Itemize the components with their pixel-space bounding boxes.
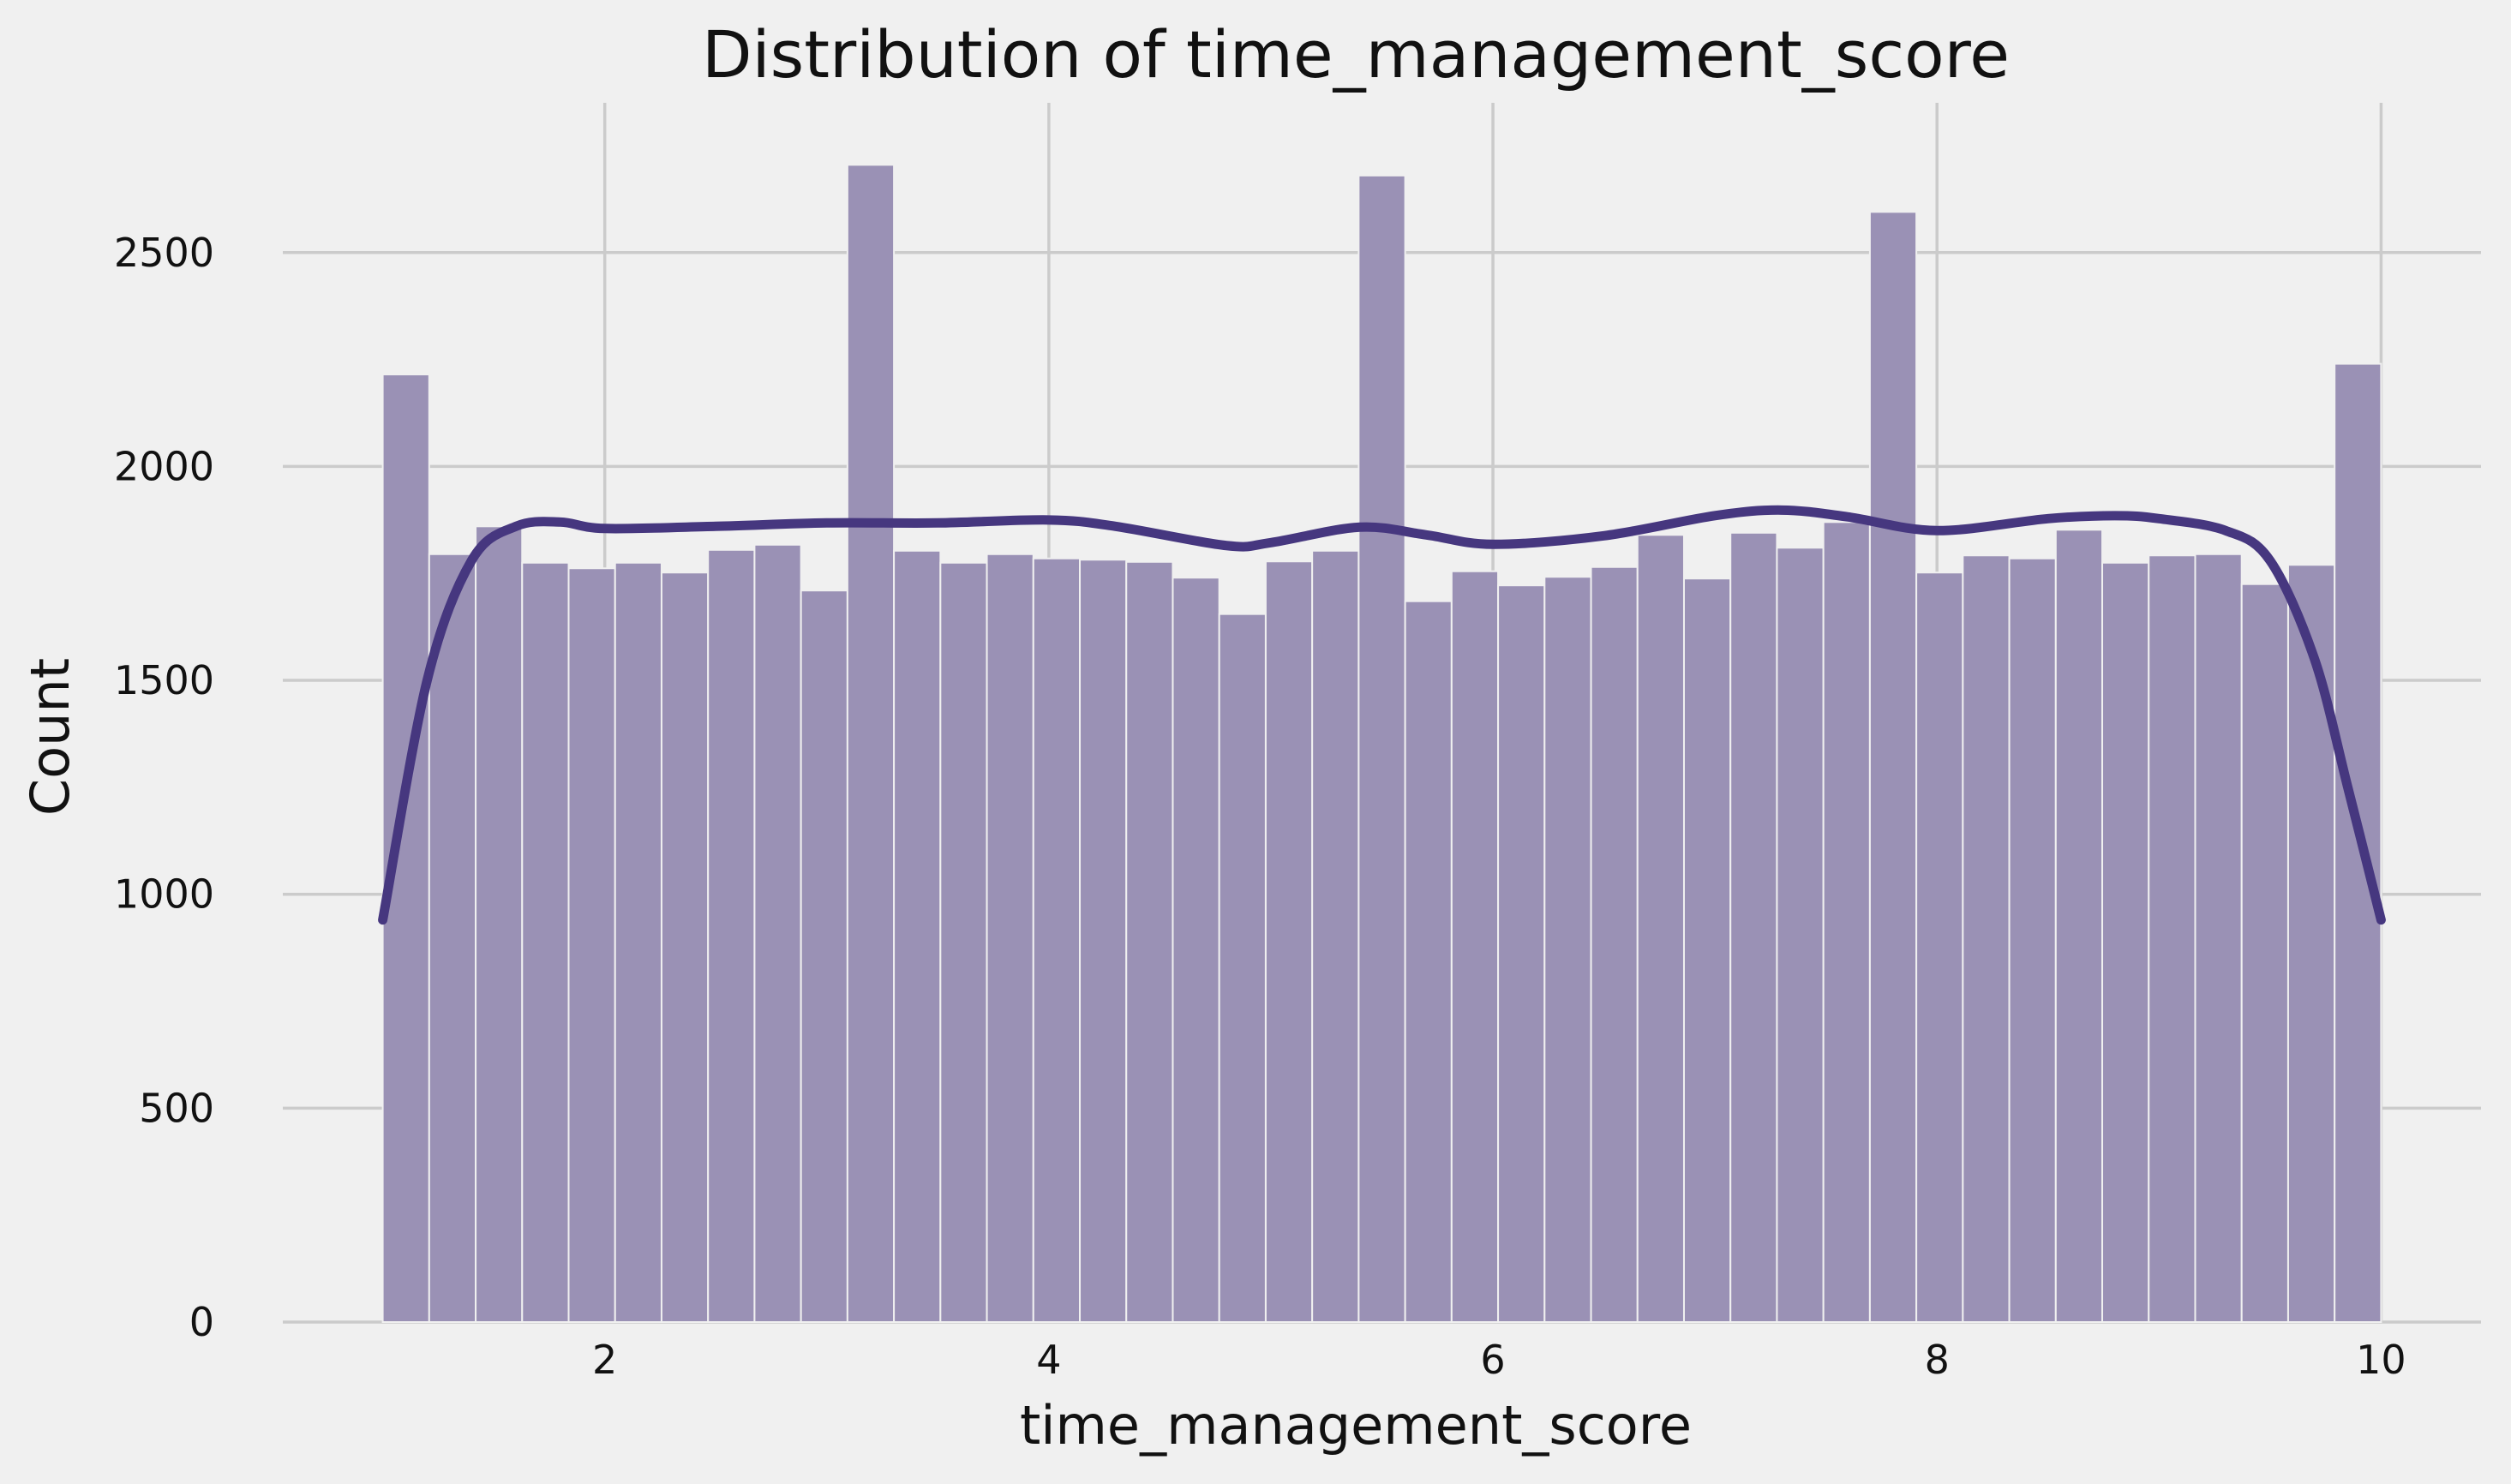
x-tick-label: 6 xyxy=(1480,1337,1505,1383)
x-tick-label: 4 xyxy=(1036,1337,1061,1383)
histogram-bar xyxy=(1311,549,1360,1323)
histogram-bar xyxy=(1822,521,1871,1323)
histogram-bar xyxy=(707,548,756,1323)
histogram-bar xyxy=(614,561,662,1323)
histogram-bar xyxy=(1264,560,1314,1323)
histogram-bar xyxy=(2194,553,2243,1323)
histogram-bar xyxy=(1125,560,1174,1323)
histogram-bar xyxy=(1404,600,1453,1323)
y-tick-label: 500 xyxy=(139,1085,214,1131)
histogram-bar xyxy=(2148,554,2196,1323)
histogram-bar xyxy=(2008,557,2057,1323)
histogram-bar xyxy=(1682,577,1732,1323)
histogram-bar xyxy=(1590,565,1639,1323)
y-tick-label: 1500 xyxy=(114,657,214,703)
x-tick-label: 2 xyxy=(592,1337,617,1383)
histogram-bar xyxy=(939,561,988,1323)
chart-title: Distribution of time_management_score xyxy=(702,16,2010,93)
kde-curve xyxy=(378,505,2386,925)
histogram-bar xyxy=(1172,577,1220,1323)
histogram-bar xyxy=(521,561,570,1323)
histogram-bar xyxy=(986,553,1034,1323)
histogram-bar xyxy=(660,571,710,1323)
y-tick-label: 1000 xyxy=(114,871,214,918)
histogram-bar xyxy=(1636,534,1685,1323)
histogram-bar xyxy=(1079,559,1128,1323)
histogram-bar xyxy=(1543,576,1592,1323)
histogram-bar xyxy=(381,374,430,1323)
histogram-bar xyxy=(1868,211,1918,1324)
histogram-bar xyxy=(1962,554,2011,1323)
histogram-bar xyxy=(1032,557,1082,1323)
histogram-bar xyxy=(893,549,942,1323)
y-axis-label: Count xyxy=(19,658,81,816)
tick-labels: 2 4 6 8 10 0 500 1000 1500 2000 2500 xyxy=(114,230,2406,1383)
histogram-bar xyxy=(800,589,848,1323)
histogram-bar xyxy=(1776,547,1825,1323)
histogram-bar xyxy=(428,553,477,1323)
x-axis-label: time_management_score xyxy=(1020,1394,1692,1457)
histogram-bar xyxy=(2054,529,2104,1323)
histogram-bar xyxy=(2286,564,2336,1323)
histogram-bar xyxy=(567,567,616,1323)
histogram-bar xyxy=(1218,613,1267,1323)
histogram-bar xyxy=(2240,583,2289,1323)
kde-curve-group xyxy=(378,505,2386,925)
histogram-bar xyxy=(846,164,896,1324)
histogram-bar xyxy=(1915,571,1964,1323)
histogram-bar xyxy=(753,543,802,1323)
histogram-bar xyxy=(1357,174,1406,1323)
y-tick-label: 0 xyxy=(189,1299,214,1345)
histogram-bar xyxy=(1729,531,1778,1323)
histogram-bar xyxy=(1497,584,1546,1323)
x-tick-label: 10 xyxy=(2356,1337,2406,1383)
histogram-bar xyxy=(475,525,524,1323)
y-tick-label: 2500 xyxy=(114,230,214,276)
histogram-bar xyxy=(1450,570,1500,1323)
y-tick-label: 2000 xyxy=(114,443,214,489)
histogram-bar xyxy=(2101,561,2150,1323)
x-tick-label: 8 xyxy=(1925,1337,1950,1383)
